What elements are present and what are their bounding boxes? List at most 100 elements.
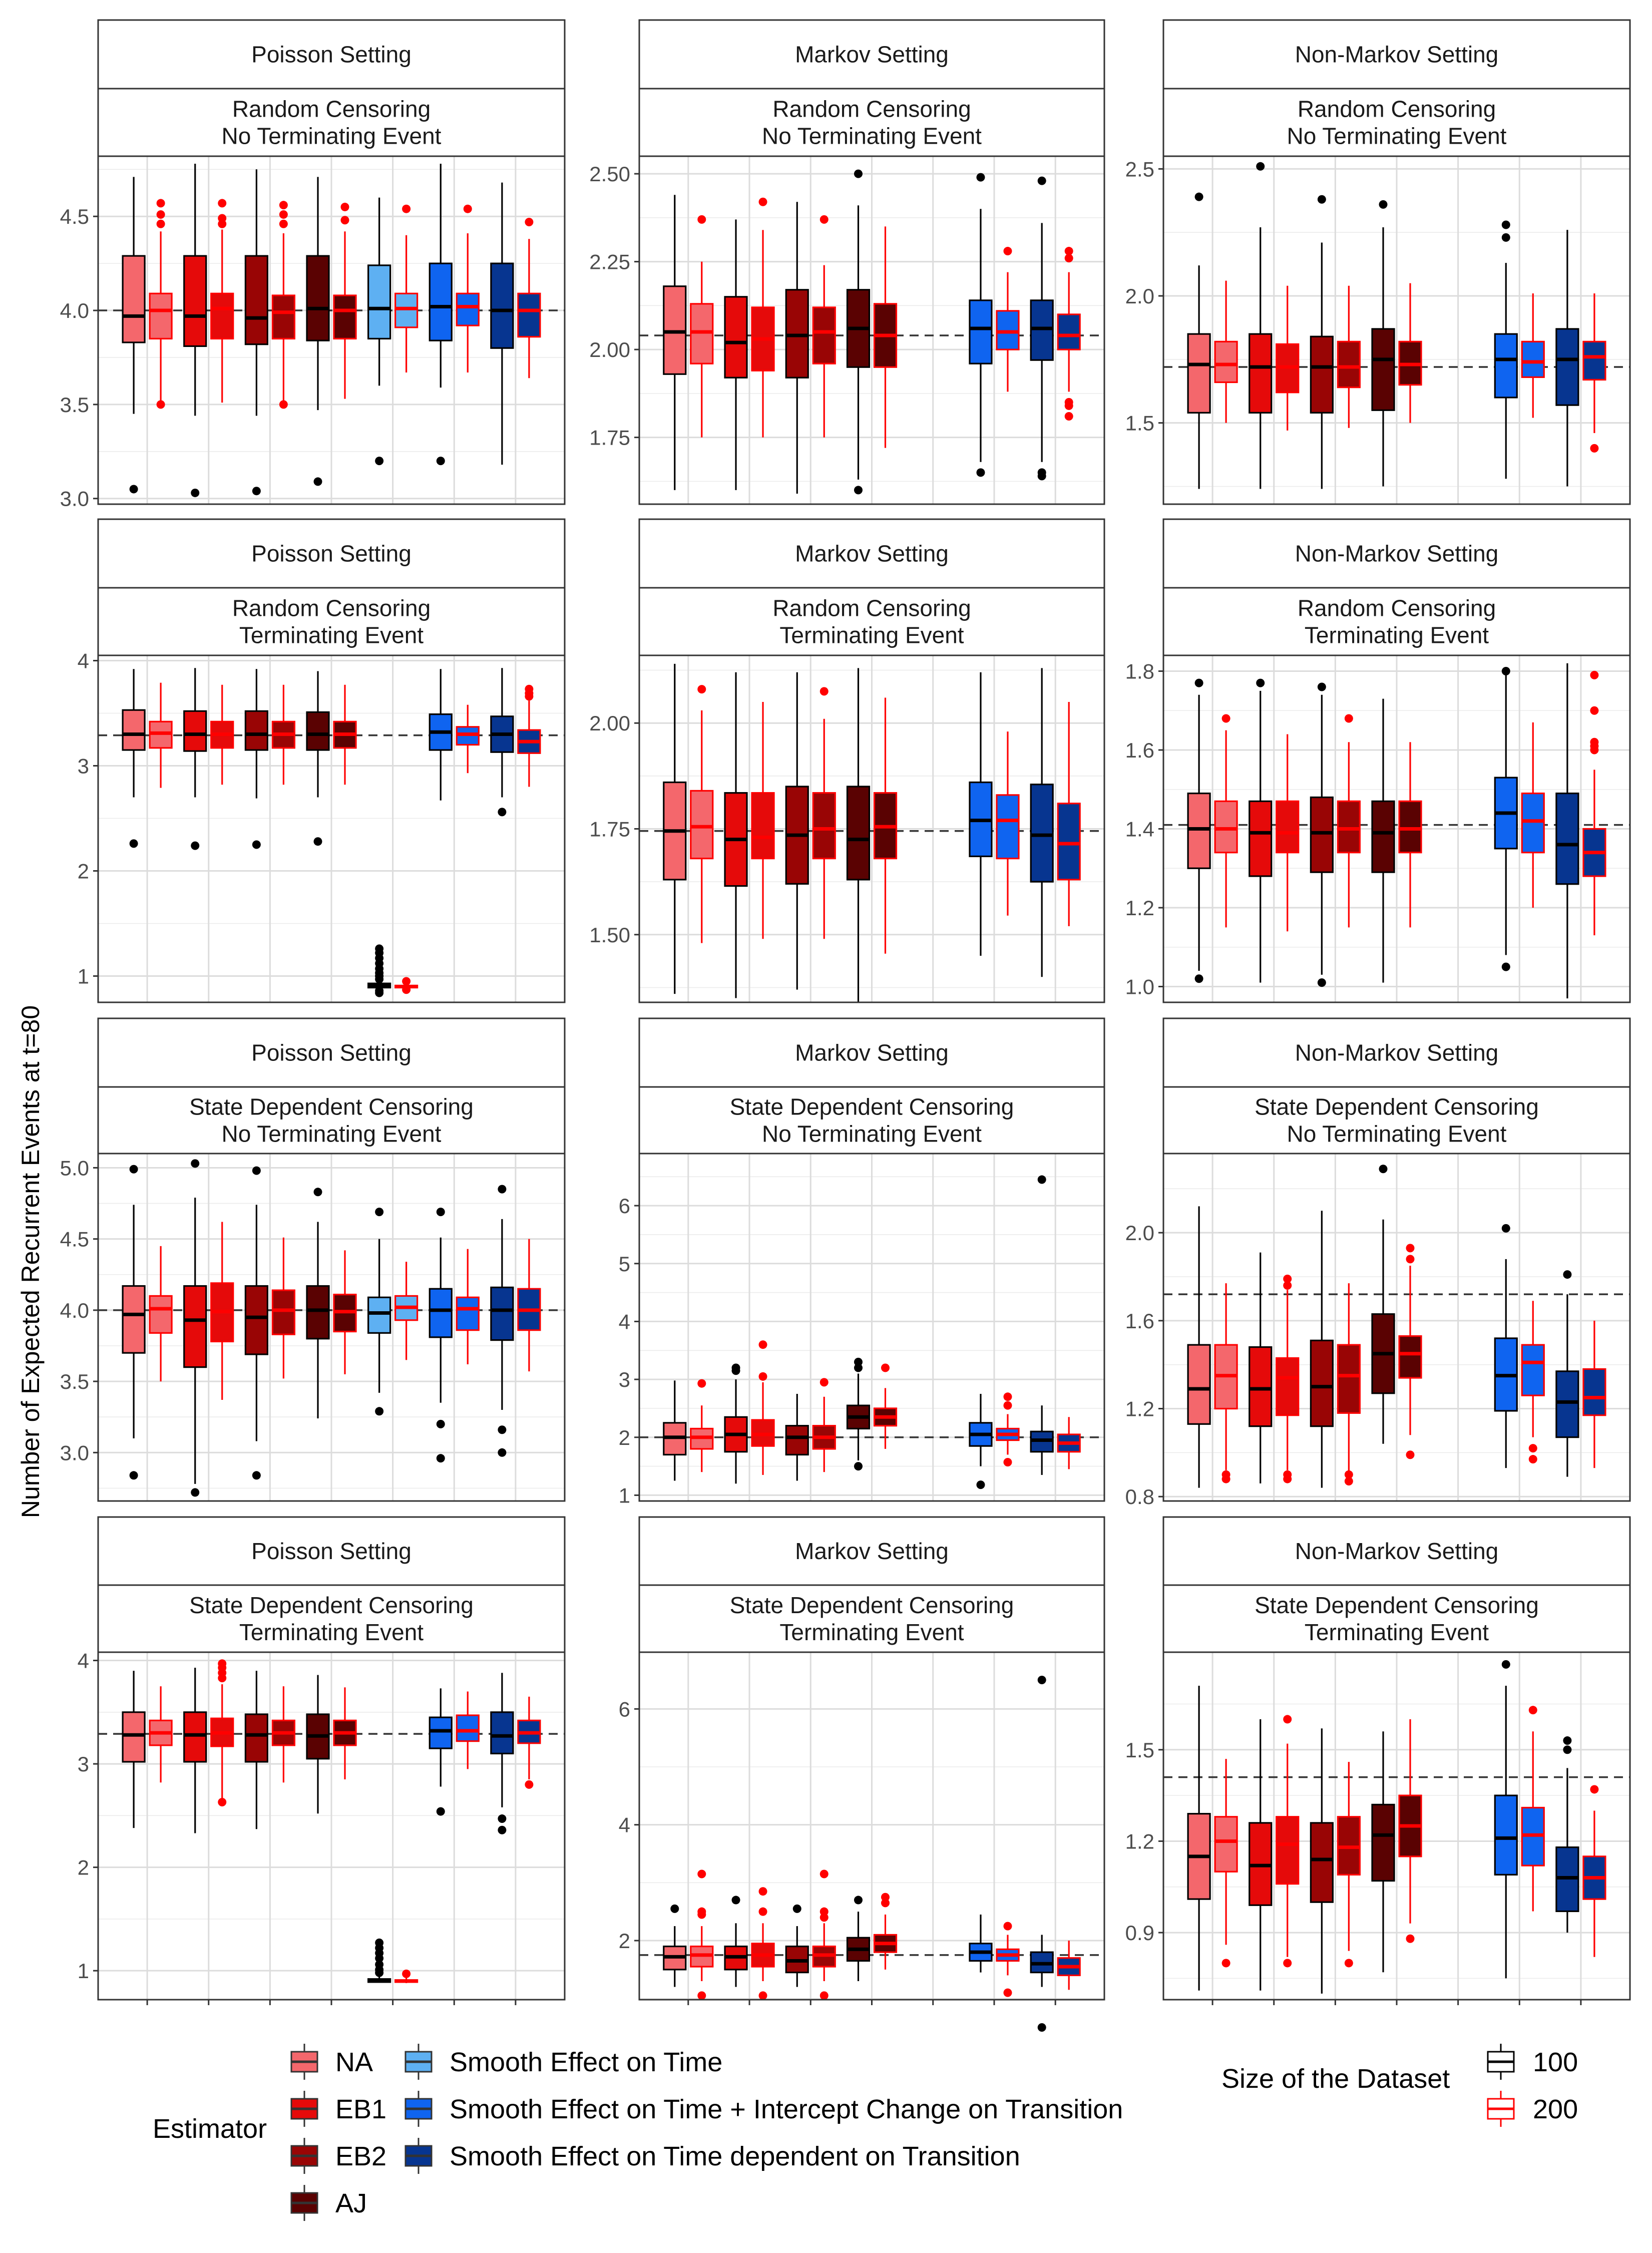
panel-r1-c2-box-smooth-effect-on-time-dependent-on-transition-n100-iqr [1030,299,1054,361]
panel-r4-c1-strip-censoring-line-1: State Dependent Censoring [189,1592,474,1618]
panel-r1-c1-box-aj-n200-iqr [333,294,357,340]
panel-r2-c1-ytick-label-3: 3 [78,755,89,778]
panel-r1-c2-box-aj-n100-outlier-2 [854,486,863,495]
legend-key-na [290,2044,318,2080]
panel-r2-c1-box-eb1-n200 [210,684,234,785]
panel-r2-c1-strip-setting: Poisson Setting [97,518,566,589]
panel-r4-c2-box-eb2-n200 [812,1869,836,2000]
legend-label-aj: AJ [335,2188,367,2218]
panel-r4-c1-box-aj-n200 [333,1687,357,1780]
panel-r2-c3-box-smooth-effect-on-time-intercept-change-on-transition-n100-outlier-1 [1501,667,1510,675]
panel-r1-c1-box-na-n200-outlier-4 [156,400,165,409]
panel-r2-c1-strip-censoring-line-1: Random Censoring [232,595,431,621]
panel-r3-c3-box-smooth-effect-on-time-intercept-change-on-transition-n200-outlier-1 [1528,1444,1537,1453]
panel-r1-c3-box-aj-n100-iqr [1371,328,1395,411]
panel-r2-c1-box-smooth-effect-on-time-n200-outlier-2 [402,985,411,994]
panel-r2-c3-box-eb2-n200-outlier-1 [1344,714,1353,723]
panel-r2-c3-box-smooth-effect-on-time-intercept-change-on-transition-n100 [1494,667,1518,971]
panel-r1-c3-strip-setting-label: Non-Markov Setting [1295,42,1499,68]
panel-r2-c3-box-smooth-effect-on-time-dependent-on-transition-n200-outlier-5 [1590,670,1599,679]
panel-r3-c3-ytick-label-3: 1.6 [1125,1309,1154,1333]
panel-r1-c3-box-smooth-effect-on-time-dependent-on-transition-n100 [1555,230,1579,487]
panel-r3-c2-box-smooth-effect-on-time-intercept-change-on-transition-n100 [969,1394,993,1489]
panel-r4-c3-box-aj-n200-outlier-1 [1406,1934,1415,1943]
panel-r1-c1-box-smooth-effect-on-time-dependent-on-transition-n200 [517,217,541,379]
panel-r4-c1-strip-setting-label: Poisson Setting [251,1538,411,1564]
panel-r4-c1-box-smooth-effect-on-time-intercept-change-on-transition-n100 [429,1688,453,1816]
panel-r3-c2-box-eb1-n200-outlier-2 [758,1340,767,1349]
panel-r3-c3-box-eb2-n200-outlier-2 [1344,1476,1353,1485]
panel-r1-c1-box-smooth-effect-on-time-n200 [394,204,419,373]
panel-r1-c2-box-smooth-effect-on-time-intercept-change-on-transition-n100-iqr [969,299,993,364]
panel-r3-c1-box-smooth-effect-on-time-n100-outlier-2 [375,1407,384,1416]
panel-r4-c3-ytick-label-1: 0.9 [1125,1921,1154,1945]
panel-r2-c1-box-aj-n100 [306,671,330,846]
legend-smooth-effect-on-time-intercept-change-on-transition-label: Smooth Effect on Time + Intercept Change… [450,2094,1123,2124]
panel-r2-c3-ytick-label-1: 1.0 [1125,975,1154,999]
panel-r3-c2-box-aj-n100-outlier-3 [854,1462,863,1471]
panel-r1-c1-strip-censoring-line-2: No Terminating Event [222,123,442,149]
panel-r1-c3-box-smooth-effect-on-time-intercept-change-on-transition-n100-iqr [1494,333,1518,399]
panel-r3-c2-box-eb2-n100-iqr [785,1425,809,1456]
panel-r2-c3-box-na-n200-iqr [1214,800,1238,854]
panel-r1-c1-strip-setting-label: Poisson Setting [251,42,411,68]
panel-r3-c3-strip-setting-line-1: Non-Markov Setting [1295,1040,1499,1066]
panel-r4-c1-box-smooth-effect-on-time-dependent-on-transition-n100-outlier-2 [498,1825,507,1834]
panel-r1-c2-box-smooth-effect-on-time-dependent-on-transition-n100 [1030,176,1054,481]
panel-r2-c1-box-na-n100 [122,669,146,848]
panel-r3-c2-box-eb2-n200-outlier-1 [819,1378,829,1387]
panel-r3-c1-ytick-label-2: 3.5 [60,1370,89,1393]
panel-r1-c1-box-aj-n100 [306,177,330,486]
panel-r1-c1-box-eb1-n100-iqr [183,255,207,347]
panel-r1-c1-box-smooth-effect-on-time-n100-iqr [367,264,391,340]
panel-r4-c2-box-eb2-n100 [785,1904,809,1987]
panel-r1-c2-box-na-n100-iqr [663,285,687,375]
panel-r4-c2-box-eb1-n200-outlier-2 [758,1887,767,1896]
panel-r2-c2-box-na-n200-outlier-1 [697,685,706,694]
panel-r3-c1-box-smooth-effect-on-time-n100 [367,1208,391,1416]
panel-r4-c1-box-eb2-n100 [244,1671,268,1829]
panel-r3-c3-box-smooth-effect-on-time-dependent-on-transition-n200 [1582,1320,1606,1468]
panel-r2-c2-box-smooth-effect-on-time-dependent-on-transition-n100-iqr [1030,784,1054,883]
panel-r1-c1-box-eb2-n100 [244,169,268,496]
legend-size-100-label: 100 [1533,2047,1578,2077]
panel-r4-c2-box-eb2-n200-outlier-4 [819,1991,829,2000]
panel-r3-c3-strip-censoring-line-1: State Dependent Censoring [1255,1094,1539,1120]
panel-r1-c1-box-eb2-n200-outlier-3 [279,201,288,210]
panel-r1-c1-box-smooth-effect-on-time-intercept-change-on-transition-n100 [429,164,453,466]
panel-r3-c1-box-smooth-effect-on-time-intercept-change-on-transition-n100-outlier-3 [436,1454,445,1463]
panel-r4-c1-box-smooth-effect-on-time-intercept-change-on-transition-n200-iqr [456,1714,480,1742]
panel-r3-c3-ytick-label-2: 1.2 [1125,1397,1154,1421]
panel-r2-c2: 1.50 1.75 2.00 [589,654,1105,1003]
panel-r4-c3-box-aj-n200 [1398,1719,1422,1943]
panel-r1-c3-box-na-n200 [1214,280,1238,423]
panel-r2-c3-box-na-n200 [1214,714,1238,928]
panel-r1-c3-box-na-n100-iqr [1187,333,1211,414]
panel-r2-c3-box-smooth-effect-on-time-intercept-change-on-transition-n200 [1521,722,1545,908]
panel-r1-c3-box-eb2-n100 [1310,195,1334,489]
panel-r3-c1-box-smooth-effect-on-time-dependent-on-transition-n100-iqr [490,1286,514,1341]
panel-r4-c1-box-smooth-effect-on-time-n200-outlier-1 [402,1969,411,1978]
panel-r3-c1-box-na-n100-iqr [122,1285,146,1354]
panel-r1-c1-box-na-n200-outlier-2 [156,210,165,219]
panel-r1-c2-box-smooth-effect-on-time-dependent-on-transition-n100-outlier-3 [1037,472,1046,481]
panel-r1-c1-strip-setting-frame [97,19,566,90]
panel-r2-c3-ytick-label-2: 1.2 [1125,896,1154,920]
panel-r1-c1-box-smooth-effect-on-time-n200-iqr [394,292,419,328]
panel-r2-c2-box-eb1-n200-iqr [751,792,775,860]
panel-r2-c2-box-smooth-effect-on-time-intercept-change-on-transition-n200-iqr [996,794,1020,860]
panel-r1-c2-box-smooth-effect-on-time-dependent-on-transition-n200-outlier-5 [1064,412,1073,421]
panel-r1-c2-strip-censoring: Random Censoring No Terminating Event [638,88,1105,157]
panel-r1-c3-box-eb2-n200 [1337,285,1361,428]
panel-r3-c3-strip-censoring: State Dependent Censoring No Terminating … [1162,1086,1631,1155]
panel-r1-c2-strip-setting-label: Markov Setting [795,42,949,68]
panel-r3-c2-strip-censoring-frame [638,1086,1105,1155]
panel-r3-c3-box-smooth-effect-on-time-intercept-change-on-transition-n200-outlier-2 [1528,1455,1537,1464]
panel-r1-c2-ytick-label-2: 2.00 [589,338,630,361]
panel-r1-c2-strip-setting-line-1: Markov Setting [795,42,949,68]
panel-r1-c3-box-smooth-effect-on-time-intercept-change-on-transition-n100-outlier-2 [1501,233,1510,242]
legend-key-aj [290,2185,318,2221]
panel-r4-c3-strip-censoring: State Dependent Censoring Terminating Eve… [1162,1584,1631,1653]
panel-r3-c3-strip-setting-frame [1162,1017,1631,1088]
panel-r1-c2-box-smooth-effect-on-time-intercept-change-on-transition-n200-outlier-1 [1003,247,1012,256]
